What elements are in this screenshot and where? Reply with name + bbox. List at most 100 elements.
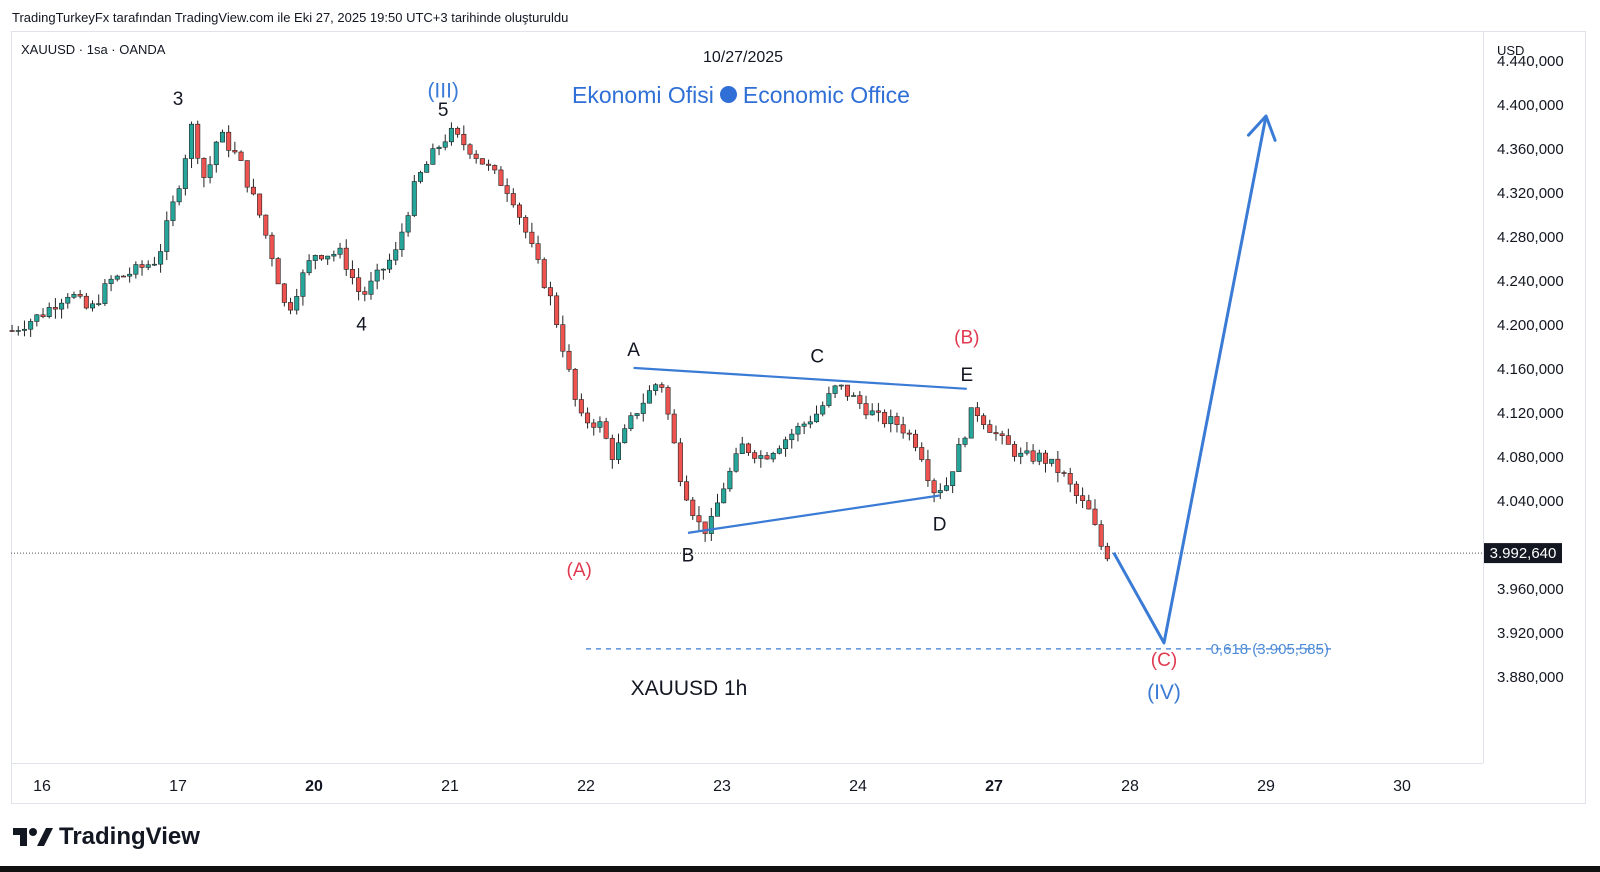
candle-body bbox=[442, 141, 448, 148]
candle-body bbox=[752, 452, 758, 459]
candle-body bbox=[1061, 472, 1067, 474]
wave-label: B bbox=[682, 546, 695, 567]
candle-body bbox=[306, 260, 312, 274]
candle-body bbox=[950, 471, 956, 486]
candle-body bbox=[492, 165, 498, 171]
candle-body bbox=[547, 287, 553, 297]
candle-body bbox=[176, 188, 182, 203]
candle-body bbox=[9, 330, 15, 332]
price-axis[interactable] bbox=[1483, 31, 1587, 763]
wave-label-red: (C) bbox=[1151, 650, 1177, 671]
candle-body bbox=[1012, 444, 1018, 457]
y-tick-label: 4.160,000 bbox=[1497, 361, 1564, 378]
symbol-legend[interactable]: XAUUSD · 1sa · OANDA bbox=[21, 42, 166, 57]
candle-body bbox=[566, 350, 572, 370]
candle-body bbox=[690, 499, 696, 516]
x-tick-label: 30 bbox=[1393, 778, 1411, 795]
candle-body bbox=[875, 410, 881, 413]
candle-body bbox=[999, 433, 1005, 436]
candle-body bbox=[219, 131, 225, 143]
candle-body bbox=[436, 146, 442, 149]
wave-label-red: (A) bbox=[567, 560, 592, 581]
candle-body bbox=[956, 444, 962, 472]
candle-body bbox=[900, 424, 906, 434]
candle-body bbox=[634, 413, 640, 416]
candle-body bbox=[906, 432, 912, 435]
candle-body bbox=[776, 448, 782, 454]
candle-body bbox=[913, 433, 919, 448]
candle-body bbox=[349, 269, 355, 279]
candle-body bbox=[52, 307, 58, 310]
tradingview-logo[interactable]: TradingView bbox=[13, 823, 200, 851]
candle-body bbox=[90, 303, 96, 309]
candle-body bbox=[244, 160, 250, 188]
candle-body bbox=[820, 405, 826, 415]
candle-body bbox=[1073, 483, 1079, 496]
candle-body bbox=[616, 442, 622, 460]
candle-body bbox=[715, 502, 721, 517]
candle-body bbox=[745, 443, 751, 453]
candle-body bbox=[863, 403, 869, 416]
candle-body bbox=[869, 410, 875, 416]
candle-body bbox=[158, 251, 164, 265]
candle-body bbox=[145, 264, 151, 268]
candle-body bbox=[572, 368, 578, 400]
triangle-upper-line bbox=[633, 366, 967, 390]
candle-body bbox=[15, 330, 21, 332]
candle-body bbox=[170, 201, 176, 221]
candle-body bbox=[721, 488, 727, 504]
candle-body bbox=[504, 185, 510, 194]
candle-body bbox=[1005, 435, 1011, 445]
candle-body bbox=[640, 402, 646, 414]
candle-body bbox=[1042, 452, 1048, 464]
candle-body bbox=[925, 459, 931, 482]
candle-body bbox=[448, 127, 454, 143]
candle-body bbox=[516, 204, 522, 218]
candle-body bbox=[665, 387, 671, 415]
candle-body bbox=[987, 424, 993, 433]
candle-body bbox=[77, 294, 83, 297]
y-tick-label: 4.120,000 bbox=[1497, 405, 1564, 422]
candle-body bbox=[263, 214, 269, 236]
candle-body bbox=[195, 123, 201, 159]
candle-body bbox=[801, 423, 807, 427]
candle-body bbox=[120, 275, 126, 278]
current-price-label: 3.992,640 bbox=[1490, 545, 1557, 562]
currency-label[interactable]: USD bbox=[1497, 43, 1525, 58]
candle-body bbox=[182, 158, 188, 189]
x-tick-label: 17 bbox=[169, 778, 187, 795]
candle-body bbox=[387, 259, 393, 270]
candle-body bbox=[424, 164, 430, 173]
candle-body bbox=[102, 283, 108, 304]
candle-body bbox=[127, 273, 133, 277]
candle-body bbox=[838, 384, 844, 387]
candle-body bbox=[318, 255, 324, 260]
candle-body bbox=[331, 253, 337, 257]
candle-body bbox=[981, 415, 987, 425]
candle-body bbox=[894, 416, 900, 425]
x-tick-label: 29 bbox=[1257, 778, 1275, 795]
candle-body bbox=[857, 395, 863, 404]
candle-body bbox=[758, 455, 764, 459]
candle-body bbox=[727, 470, 733, 490]
bottom-border bbox=[0, 866, 1600, 872]
candle-body bbox=[783, 439, 789, 449]
candle-body bbox=[164, 220, 170, 252]
candle-body bbox=[541, 259, 547, 288]
candle-body bbox=[151, 263, 157, 266]
candle-body bbox=[59, 302, 65, 310]
candle-body bbox=[807, 421, 813, 425]
chart-frame bbox=[11, 31, 1586, 804]
candle-body bbox=[417, 172, 423, 182]
wave-label-red: (B) bbox=[954, 328, 979, 349]
wave-label: C bbox=[810, 346, 824, 367]
candle-body bbox=[832, 385, 838, 394]
candle-body bbox=[578, 399, 584, 414]
candle-body bbox=[993, 432, 999, 435]
candle-body bbox=[114, 275, 120, 280]
candle-body bbox=[560, 324, 566, 352]
candle-body bbox=[609, 438, 615, 460]
candle-body bbox=[189, 123, 195, 159]
y-tick-label: 4.200,000 bbox=[1497, 317, 1564, 334]
